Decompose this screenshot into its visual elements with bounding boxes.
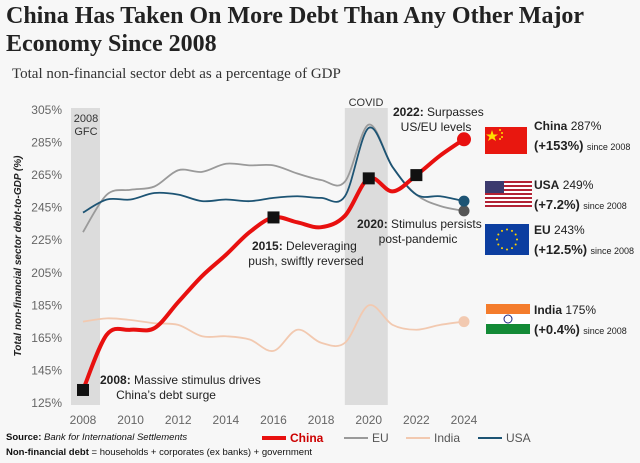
end-point-eu	[458, 205, 470, 217]
y-tick-label: 305%	[31, 103, 62, 117]
annotation-text: 2008: Massive stimulus drives	[100, 373, 261, 387]
side-label-india: India 175% (+0.4%) since 2008	[534, 303, 627, 337]
shaded-label: 2008	[74, 113, 98, 125]
legend-label-eu: EU	[372, 431, 389, 445]
x-tick-label: 2018	[308, 413, 335, 427]
x-tick-label: 2016	[260, 413, 287, 427]
x-tick-label: 2020	[355, 413, 382, 427]
annotation-text: China’s debt surge	[116, 388, 216, 402]
y-tick-label: 285%	[31, 136, 62, 150]
shaded-label: COVID	[349, 97, 384, 109]
y-tick-label: 145%	[31, 363, 62, 377]
legend-label-china: China	[290, 431, 324, 445]
annotation-text: 2015: Deleveraging	[252, 239, 357, 253]
end-point-usa	[458, 195, 470, 207]
shaded-period	[344, 108, 388, 405]
annotation-marker	[362, 172, 375, 185]
annotation-text: US/EU levels	[401, 120, 472, 134]
flag-china-icon	[485, 127, 527, 154]
side-label-eu: EU 243% (+12.5%) since 2008	[534, 223, 635, 257]
x-tick-label: 2024	[451, 413, 478, 427]
chart-subtitle: Total non-financial sector debt as a per…	[12, 66, 341, 82]
x-tick-label: 2008	[70, 413, 97, 427]
source-note: Source: Bank for International Settlemen…	[6, 432, 188, 443]
x-tick-label: 2022	[403, 413, 430, 427]
legend-label-india: India	[434, 431, 460, 445]
flag-india-icon	[486, 304, 530, 334]
x-tick-label: 2012	[165, 413, 192, 427]
definition-note: Non-financial debt = households + corpor…	[6, 447, 312, 458]
annotation-text: 2020: Stimulus persists	[357, 217, 482, 231]
side-label-usa: USA 249% (+7.2%) since 2008	[534, 178, 627, 212]
y-tick-label: 265%	[31, 168, 62, 182]
y-tick-label: 165%	[31, 331, 62, 345]
y-axis-label: Total non-financial sector debt-to-GDP (…	[13, 155, 24, 357]
y-tick-label: 205%	[31, 266, 62, 280]
x-tick-label: 2010	[117, 413, 144, 427]
flag-usa-icon	[485, 181, 532, 207]
shaded-label: GFC	[74, 126, 97, 138]
side-label-china: China 287% (+153%) since 2008	[534, 119, 631, 153]
chart-title: China Has Taken On More Debt Than Any Ot…	[6, 3, 584, 57]
annotation-text: 2022: Surpasses	[393, 105, 484, 119]
annotation-marker	[77, 383, 89, 396]
chart-header: China Has Taken On More Debt Than Any Ot…	[6, 2, 636, 83]
series-line-india	[82, 304, 465, 352]
y-tick-label: 125%	[31, 396, 62, 410]
y-tick-label: 245%	[31, 201, 62, 215]
flag-eu-icon	[485, 224, 529, 255]
legend-label-usa: USA	[506, 431, 531, 445]
annotation-text: push, swiftly reversed	[248, 254, 363, 268]
y-tick-label: 185%	[31, 298, 62, 312]
y-tick-label: 225%	[31, 233, 62, 247]
end-point-india	[458, 316, 470, 328]
end-point-china	[457, 132, 471, 147]
x-tick-label: 2014	[213, 413, 240, 427]
annotation-marker	[267, 211, 280, 224]
annotation-marker	[410, 169, 423, 182]
annotation-text: post-pandemic	[379, 232, 458, 246]
series-line-usa	[82, 126, 465, 214]
